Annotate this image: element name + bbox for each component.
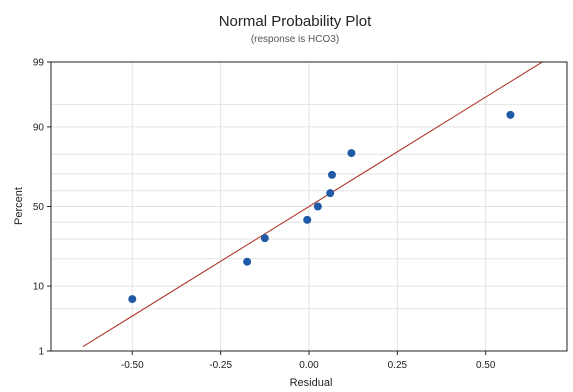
y-tick-label: 1 xyxy=(38,347,44,358)
data-point xyxy=(243,257,252,266)
data-point xyxy=(506,110,515,119)
data-point xyxy=(303,215,312,224)
x-axis-label: Residual xyxy=(290,377,333,389)
data-point xyxy=(347,149,356,158)
x-tick-label: 0.50 xyxy=(476,360,496,371)
chart-title: Normal Probability Plot xyxy=(219,13,372,30)
fit-line xyxy=(82,62,543,348)
tick-labels: -0.50 -0.25 0.00 0.25 0.50 1 10 50 90 99 xyxy=(33,58,496,372)
data-point xyxy=(313,202,322,211)
y-tick-label: 99 xyxy=(33,58,45,69)
y-tick-label: 90 xyxy=(33,122,45,133)
data-point xyxy=(327,170,336,179)
y-tick-label: 50 xyxy=(33,202,45,213)
chart-subtitle: (response is HCO3) xyxy=(251,34,339,45)
data-point xyxy=(260,234,269,243)
y-tick-label: 10 xyxy=(33,282,45,293)
x-tick-label: 0.00 xyxy=(299,360,319,371)
x-tick-label: -0.50 xyxy=(121,360,144,371)
data-point xyxy=(326,189,335,198)
y-axis-label: Percent xyxy=(13,187,25,225)
data-point xyxy=(128,295,137,304)
data-points xyxy=(128,110,515,304)
x-tick-label: -0.25 xyxy=(209,360,232,371)
x-tick-label: 0.25 xyxy=(388,360,408,371)
fit-line-layer xyxy=(82,62,543,348)
